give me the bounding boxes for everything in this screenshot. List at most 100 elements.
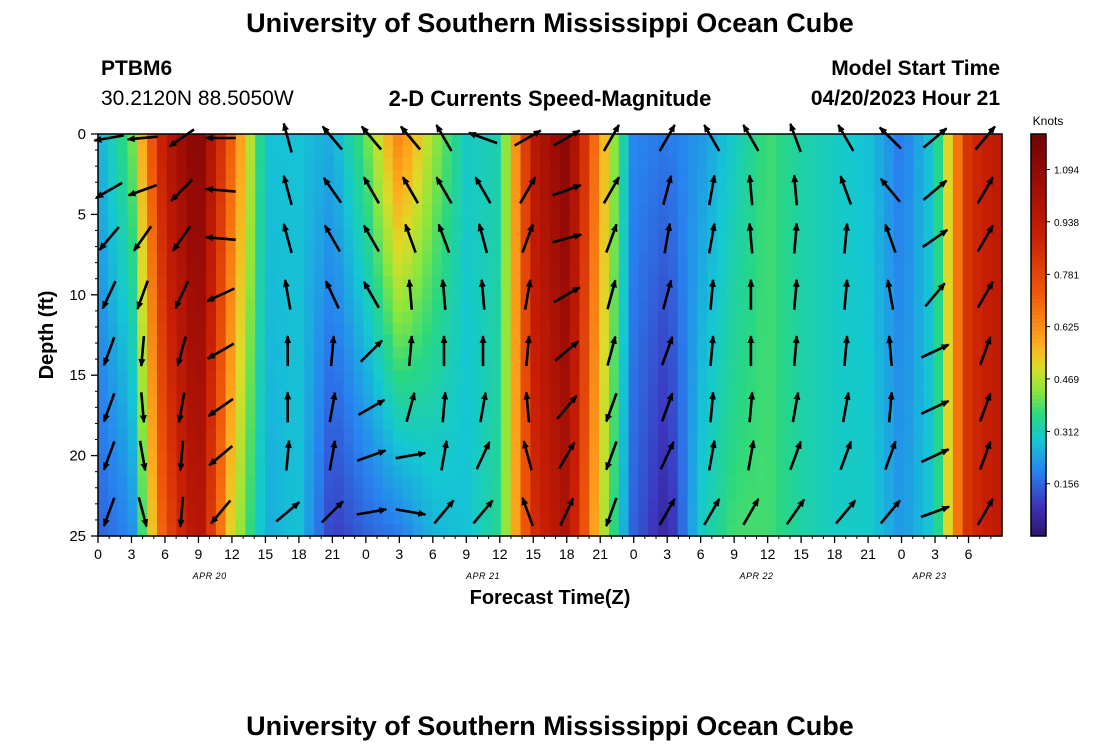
heatmap-cell xyxy=(284,453,296,466)
heatmap-cell xyxy=(834,323,846,336)
heatmap-cell xyxy=(225,382,237,395)
heatmap-cell xyxy=(422,134,433,147)
heatmap-cell xyxy=(608,346,620,360)
heatmap-cell xyxy=(166,323,178,336)
heatmap-cell xyxy=(255,181,266,194)
heatmap-cell xyxy=(717,488,728,502)
heatmap-cell xyxy=(215,417,227,431)
heatmap-cell xyxy=(589,358,600,372)
heatmap-cell xyxy=(618,405,630,419)
heatmap-cell xyxy=(805,500,816,513)
heatmap-cell xyxy=(314,370,325,383)
current-vector-arrow xyxy=(606,335,617,366)
heatmap-cell xyxy=(255,216,266,230)
heatmap-cell xyxy=(225,240,237,253)
current-vector-arrow xyxy=(282,174,293,206)
heatmap-cell xyxy=(127,264,138,277)
heatmap-cell xyxy=(913,429,924,443)
heatmap-cell xyxy=(972,145,983,159)
heatmap-cell xyxy=(638,417,649,431)
heatmap-cell xyxy=(726,264,738,277)
heatmap-cell xyxy=(756,405,767,419)
heatmap-cell xyxy=(235,500,246,513)
heatmap-cell xyxy=(903,441,915,454)
heatmap-cell xyxy=(166,216,178,230)
heatmap-cell xyxy=(491,252,502,265)
heatmap-cell xyxy=(255,524,266,537)
heatmap-cell xyxy=(559,311,571,324)
heatmap-cell xyxy=(127,453,138,466)
heatmap-cell xyxy=(559,500,571,513)
heatmap-cell xyxy=(933,193,944,206)
current-vector-arrow xyxy=(709,391,716,423)
heatmap-cell xyxy=(117,358,129,372)
heatmap-cell xyxy=(304,405,315,419)
heatmap-cell xyxy=(255,204,266,218)
heatmap-cell xyxy=(707,465,718,478)
heatmap-cell xyxy=(333,429,345,443)
heatmap-cell xyxy=(589,370,600,383)
heatmap-cell xyxy=(225,524,237,537)
heatmap-cell xyxy=(952,512,964,525)
heatmap-cell xyxy=(638,323,649,336)
heatmap-cell xyxy=(569,405,581,419)
heatmap-cell xyxy=(441,216,453,230)
heatmap-cell xyxy=(314,346,325,360)
heatmap-cell xyxy=(196,169,207,182)
heatmap-cell xyxy=(294,181,305,194)
x-tick-label: 15 xyxy=(258,546,274,562)
colorbar-swatch xyxy=(1031,266,1046,272)
heatmap-cell xyxy=(432,157,443,171)
heatmap-cell xyxy=(648,228,659,242)
current-vector-arrow xyxy=(441,391,449,423)
heatmap-cell xyxy=(402,311,414,324)
heatmap-cell xyxy=(943,358,954,372)
heatmap-cell xyxy=(550,417,561,431)
heatmap-cell xyxy=(608,453,620,466)
heatmap-cell xyxy=(530,382,541,395)
heatmap-cell xyxy=(834,240,846,253)
heatmap-cell xyxy=(373,417,384,431)
heatmap-cell xyxy=(461,417,472,431)
heatmap-cell xyxy=(923,216,934,230)
heatmap-cell xyxy=(147,417,158,431)
heatmap-cell xyxy=(884,358,895,372)
heatmap-cell xyxy=(471,264,482,277)
heatmap-cell xyxy=(265,358,276,372)
heatmap-cell xyxy=(186,465,197,478)
heatmap-cell xyxy=(156,382,168,395)
heatmap-cell xyxy=(245,323,256,336)
heatmap-cell xyxy=(225,429,237,443)
heatmap-cell xyxy=(805,465,816,478)
heatmap-cell xyxy=(943,311,954,324)
heatmap-cell xyxy=(392,181,404,194)
heatmap-cell xyxy=(559,228,571,242)
heatmap-cell xyxy=(687,169,698,182)
heatmap-cell xyxy=(343,441,355,454)
heatmap-cell xyxy=(943,145,954,159)
heatmap-cell xyxy=(923,181,934,194)
heatmap-cell xyxy=(726,453,738,466)
heatmap-cell xyxy=(432,193,443,206)
heatmap-cell xyxy=(235,465,246,478)
heatmap-cell xyxy=(392,264,404,277)
heatmap-cell xyxy=(324,524,335,537)
heatmap-cell xyxy=(245,465,256,478)
heatmap-cell xyxy=(196,335,207,348)
heatmap-cell xyxy=(815,216,826,230)
heatmap-cell xyxy=(245,358,256,372)
heatmap-cell xyxy=(874,441,885,454)
heatmap-cell xyxy=(451,488,463,502)
heatmap-cell xyxy=(324,453,335,466)
heatmap-cell xyxy=(422,169,433,182)
current-vector-arrow xyxy=(553,129,581,147)
heatmap-cell xyxy=(923,145,934,159)
heatmap-cell xyxy=(510,417,522,431)
heatmap-cell xyxy=(353,524,364,537)
heatmap-cell xyxy=(658,275,669,289)
heatmap-cell xyxy=(992,157,1003,171)
heatmap-cell xyxy=(363,311,374,324)
heatmap-cell xyxy=(766,311,777,324)
heatmap-cell xyxy=(274,299,286,312)
current-vector-arrow xyxy=(519,176,537,204)
